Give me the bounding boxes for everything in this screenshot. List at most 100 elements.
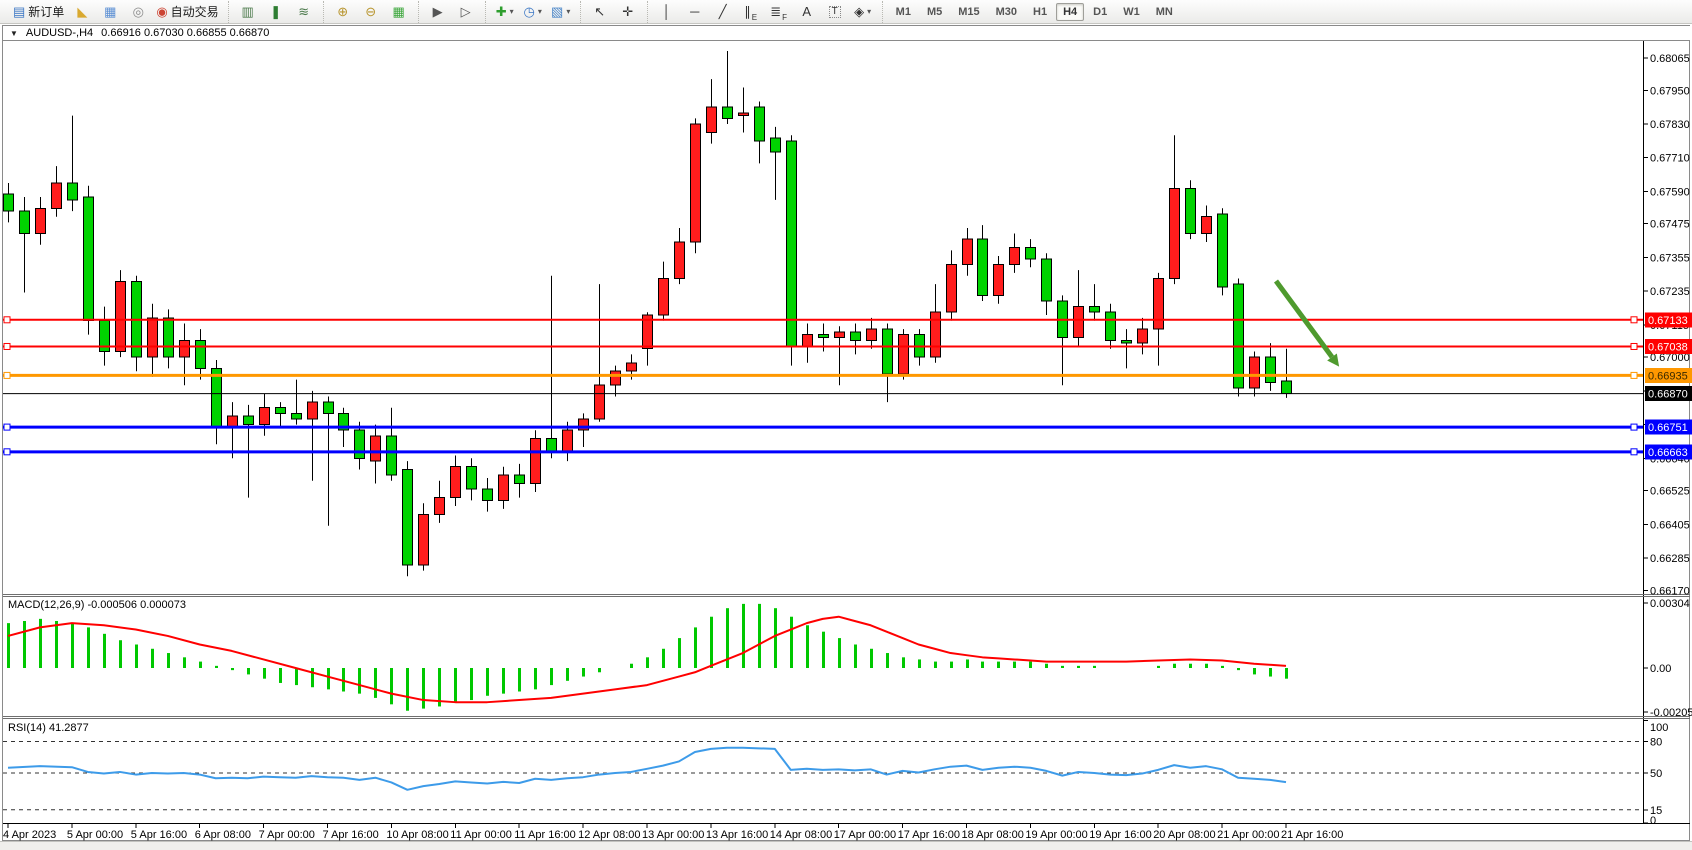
timeframe-h1-button[interactable]: H1 — [1033, 5, 1048, 18]
fibonacci-icon: ≣ — [770, 4, 782, 19]
price-tick-label: 0.67710 — [1650, 153, 1690, 165]
indicators-button[interactable]: ✚ ▾ — [492, 1, 518, 23]
price-line-labels: 0.67133 0.67038 0.66935 0.66870 0.66751 0.666… — [1645, 312, 1692, 460]
horizontal-line-button[interactable]: ─ — [682, 1, 708, 23]
cursor-button[interactable]: ↖ — [587, 1, 613, 23]
timeframe-h4-button[interactable]: H4 — [1056, 2, 1085, 21]
channel-button[interactable]: ∥ E — [738, 1, 764, 23]
text-label-button[interactable]: T — [822, 1, 848, 23]
chart-canvas[interactable]: 0.68065 0.67950 0.67830 0.67710 0.67590 0.674… — [0, 24, 1692, 850]
timeframe-m15-button[interactable]: M15 — [958, 5, 980, 18]
arrows-button[interactable]: ◈ ▾ — [850, 1, 876, 23]
time-tick-label: 21 Apr 00:00 — [1217, 829, 1279, 841]
time-tick-label: 18 Apr 08:00 — [962, 829, 1024, 841]
chart-title-symbol: AUDUSD-,H4 — [25, 27, 94, 39]
macd-signal-line — [7, 615, 1287, 704]
zoom-in-button[interactable]: ⊕ — [330, 1, 356, 23]
time-tick-label: 6 Apr 08:00 — [195, 829, 251, 841]
timeframe-mn-button[interactable]: MN — [1155, 5, 1173, 18]
rsi-indicator-label: RSI(14) 41.2877 — [8, 722, 89, 734]
line-handle-left[interactable] — [3, 371, 11, 379]
line-price-label: 0.66751 — [1648, 422, 1688, 434]
bull-candle — [179, 339, 190, 358]
new-order-button-label: 新订单 — [28, 4, 65, 19]
timeframe-m30-button[interactable]: M30 — [995, 5, 1018, 18]
line-price-label: 0.66663 — [1648, 447, 1688, 459]
signals-icon: ◎ — [132, 4, 144, 19]
bull-candle — [738, 112, 749, 117]
bear-candle — [977, 238, 988, 296]
line-handle-right[interactable] — [1630, 448, 1638, 456]
new-order-button[interactable]: ▤ 新订单 — [10, 1, 67, 23]
timeframe-m5-button[interactable]: M5 — [926, 5, 943, 18]
line-handle-right[interactable] — [1630, 371, 1638, 379]
price-tick-label: 0.66525 — [1650, 486, 1690, 498]
chevron-down-icon[interactable]: ▾ — [566, 6, 571, 16]
shape-tool-button[interactable]: ◣ — [69, 1, 95, 23]
auto-scroll-button[interactable]: ▷ — [453, 1, 479, 23]
symbol-dropdown-icon[interactable]: ▼ — [10, 28, 18, 38]
bar-chart-button[interactable]: ▥ — [235, 1, 261, 23]
timeframe-d1-button[interactable]: D1 — [1093, 5, 1108, 18]
open-chart-button[interactable]: ▦ — [97, 1, 123, 23]
line-handle-right[interactable] — [1630, 342, 1638, 350]
rsi-axis-label: 50 — [1650, 768, 1662, 780]
candlestick-chart-icon: ❚ — [270, 4, 282, 19]
line-handle-right[interactable] — [1630, 316, 1638, 324]
templates-button[interactable]: ▧ ▾ — [548, 1, 574, 23]
bull-candle — [834, 331, 845, 338]
bear-candle — [818, 334, 829, 338]
auto-trading-button-label: 自动交易 — [170, 4, 219, 19]
vertical-line-button[interactable]: │ — [654, 1, 680, 23]
toolbar-group-chart-type: ▥ ❚ ≋ — [227, 0, 323, 23]
bear-candle — [67, 182, 78, 201]
timeframe-m1-button[interactable]: M1 — [895, 5, 911, 18]
price-tick-label: 0.66405 — [1650, 519, 1690, 531]
fibonacci-button[interactable]: ≣ F — [766, 1, 792, 23]
bear-candle — [1185, 188, 1196, 235]
tile-windows-button[interactable]: ▦ — [386, 1, 412, 23]
chevron-down-icon[interactable]: ▾ — [537, 6, 542, 16]
chart-window-titlebar[interactable]: ▼ AUDUSD-,H4 0.66916 0.67030 0.66855 0.6… — [3, 26, 1692, 40]
toolbar-group-objects-main: ✚ ▾ ◷ ▾ ▧ ▾ — [484, 0, 580, 23]
text-button[interactable]: A — [794, 1, 820, 23]
line-handle-left[interactable] — [3, 342, 11, 350]
bear-candle — [83, 196, 94, 322]
candlestick-chart-button[interactable]: ❚ — [263, 1, 289, 23]
macd-axis-label: 0.00 — [1650, 663, 1671, 675]
bear-candle — [514, 474, 525, 485]
bull-candle — [1153, 278, 1164, 330]
line-handle-left[interactable] — [3, 448, 11, 456]
chevron-down-icon[interactable]: ▾ — [509, 6, 514, 16]
trend-arrow[interactable] — [1273, 279, 1340, 367]
chevron-down-icon[interactable]: ▾ — [867, 6, 872, 16]
time-tick-label: 5 Apr 16:00 — [131, 829, 187, 841]
line-handle-left[interactable] — [3, 316, 11, 324]
line-handle-left[interactable] — [3, 423, 11, 431]
zoom-out-button[interactable]: ⊖ — [358, 1, 384, 23]
bear-candle — [386, 435, 397, 476]
line-price-label: 0.67133 — [1648, 315, 1688, 327]
bear-candle — [354, 429, 365, 459]
line-chart-button[interactable]: ≋ — [291, 1, 317, 23]
time-tick-label: 13 Apr 16:00 — [706, 829, 768, 841]
time-tick-label: 11 Apr 00:00 — [450, 829, 512, 841]
line-handle-right[interactable] — [1630, 423, 1638, 431]
auto-trading-button[interactable]: ◉ 自动交易 — [153, 1, 221, 23]
trendline-button[interactable]: ╱ — [710, 1, 736, 23]
chart-shift-button[interactable]: ▶ — [425, 1, 451, 23]
bear-candle — [291, 412, 302, 420]
text-icon: A — [802, 4, 811, 19]
timeframe-w1-button[interactable]: W1 — [1123, 5, 1140, 18]
crosshair-button[interactable]: ✛ — [615, 1, 641, 23]
periods-button[interactable]: ◷ ▾ — [520, 1, 546, 23]
tile-windows-icon: ▦ — [392, 4, 405, 19]
bull-candle — [434, 497, 445, 515]
signals-button[interactable]: ◎ — [125, 1, 151, 23]
chart-title-quotes: 0.66916 0.67030 0.66855 0.66870 — [101, 27, 270, 39]
bear-candle — [211, 367, 222, 428]
candles — [3, 50, 1292, 577]
bear-candle — [1089, 306, 1100, 313]
bear-candle — [338, 412, 349, 431]
horizontal-line-objects[interactable] — [3, 316, 1643, 456]
